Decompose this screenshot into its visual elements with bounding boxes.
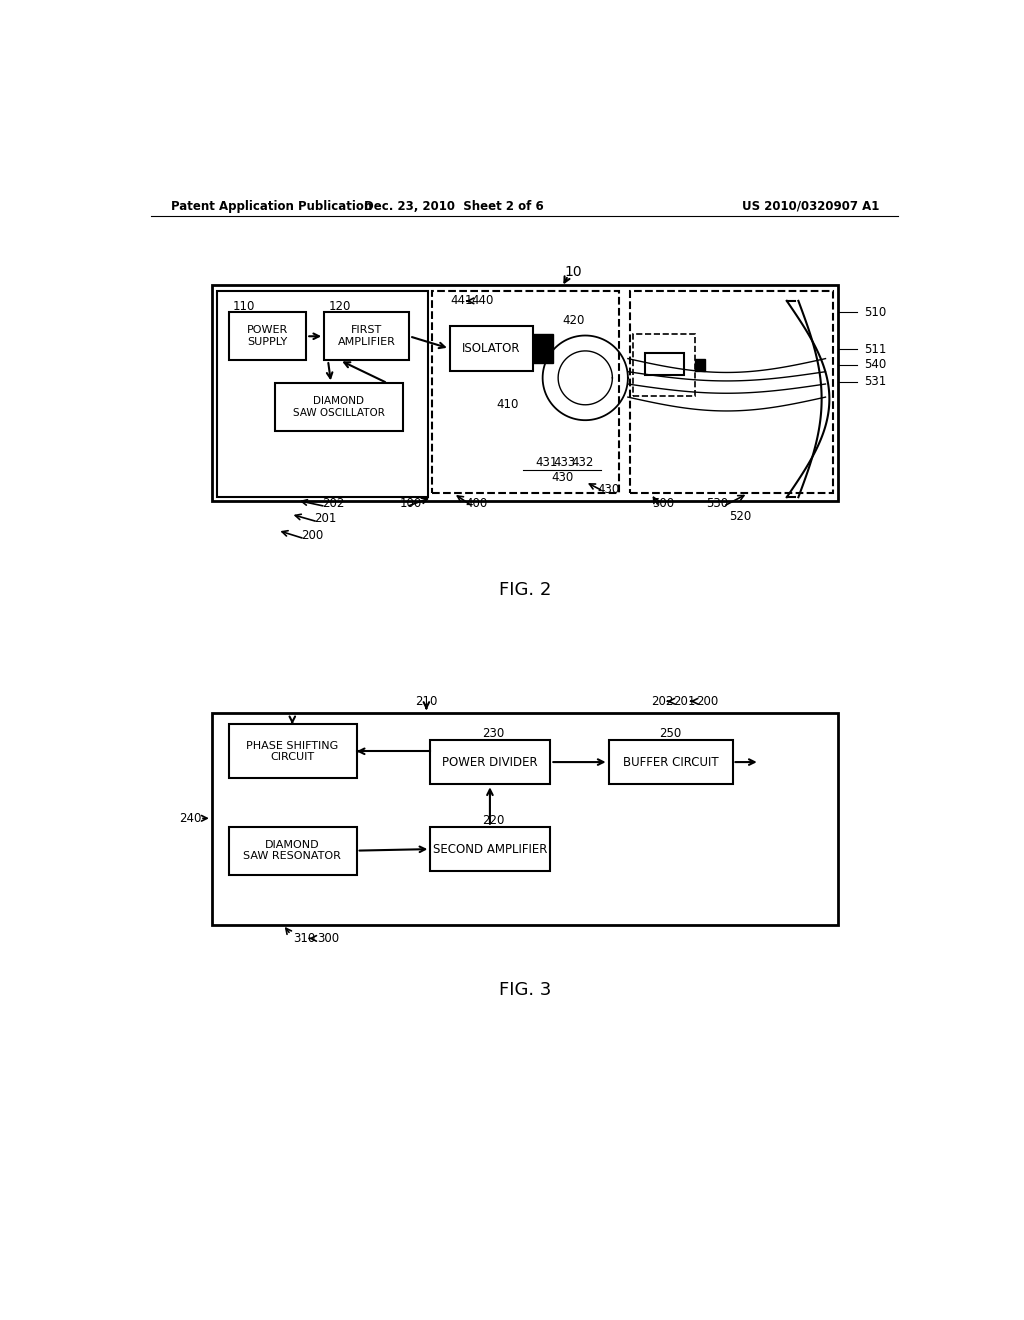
Text: 200: 200 (301, 529, 324, 543)
Text: 540: 540 (864, 358, 887, 371)
Bar (212, 285, 838, 502)
Bar (228, 826, 356, 875)
Bar (228, 313, 306, 360)
Text: 430: 430 (551, 471, 573, 484)
Text: 510: 510 (864, 306, 887, 319)
Text: 202: 202 (651, 694, 674, 708)
Bar (608, 739, 732, 784)
Text: 433: 433 (553, 455, 575, 469)
Text: 230: 230 (482, 727, 505, 741)
Text: POWER DIVIDER: POWER DIVIDER (442, 755, 538, 768)
Text: 440: 440 (472, 294, 495, 308)
Text: 202: 202 (323, 496, 344, 510)
Text: 210: 210 (415, 694, 437, 708)
Text: 110: 110 (233, 300, 255, 313)
Text: 250: 250 (658, 727, 681, 741)
Text: 410: 410 (497, 399, 519, 412)
Text: 100: 100 (399, 496, 422, 510)
Bar (212, 713, 838, 924)
Text: 310: 310 (294, 932, 315, 945)
Text: 432: 432 (571, 455, 593, 469)
Bar (324, 313, 410, 360)
Text: 240: 240 (179, 812, 201, 825)
Text: 431: 431 (536, 455, 558, 469)
Text: BUFFER CIRCUIT: BUFFER CIRCUIT (623, 755, 718, 768)
Text: Patent Application Publication: Patent Application Publication (171, 199, 372, 213)
Text: 441: 441 (450, 294, 472, 308)
Bar (275, 383, 403, 430)
Text: 10: 10 (565, 265, 583, 280)
Bar (430, 826, 550, 871)
Text: 420: 420 (562, 314, 585, 326)
Text: 201: 201 (673, 694, 695, 708)
Bar (645, 354, 684, 375)
Text: 520: 520 (729, 510, 752, 523)
Text: US 2010/0320907 A1: US 2010/0320907 A1 (742, 199, 880, 213)
Bar (633, 334, 695, 396)
Bar (450, 326, 534, 371)
Text: 200: 200 (696, 694, 719, 708)
Bar (534, 334, 553, 363)
Text: 220: 220 (482, 814, 505, 828)
Bar (630, 290, 834, 492)
Text: 300: 300 (316, 932, 339, 945)
Text: DIAMOND
SAW OSCILLATOR: DIAMOND SAW OSCILLATOR (293, 396, 385, 418)
Bar (228, 725, 356, 779)
Bar (695, 359, 705, 371)
Text: FIG. 3: FIG. 3 (499, 981, 551, 999)
Text: DIAMOND
SAW RESONATOR: DIAMOND SAW RESONATOR (244, 840, 341, 862)
Text: 500: 500 (651, 496, 674, 510)
Text: POWER
SUPPLY: POWER SUPPLY (247, 326, 288, 347)
Text: Dec. 23, 2010  Sheet 2 of 6: Dec. 23, 2010 Sheet 2 of 6 (364, 199, 544, 213)
Text: ISOLATOR: ISOLATOR (462, 342, 521, 355)
Text: 511: 511 (864, 343, 887, 356)
Text: 201: 201 (314, 512, 337, 525)
Text: 400: 400 (466, 496, 487, 510)
Text: FIRST
AMPLIFIER: FIRST AMPLIFIER (338, 326, 395, 347)
Text: 120: 120 (329, 300, 351, 313)
Text: 531: 531 (864, 375, 887, 388)
Text: FIG. 2: FIG. 2 (499, 581, 551, 598)
Text: SECOND AMPLIFIER: SECOND AMPLIFIER (433, 842, 547, 855)
Text: 430: 430 (597, 483, 620, 496)
Bar (430, 739, 550, 784)
Text: PHASE SHIFTING
CIRCUIT: PHASE SHIFTING CIRCUIT (246, 741, 338, 762)
Text: 530: 530 (706, 496, 728, 510)
Bar (432, 290, 620, 492)
Bar (217, 290, 428, 498)
